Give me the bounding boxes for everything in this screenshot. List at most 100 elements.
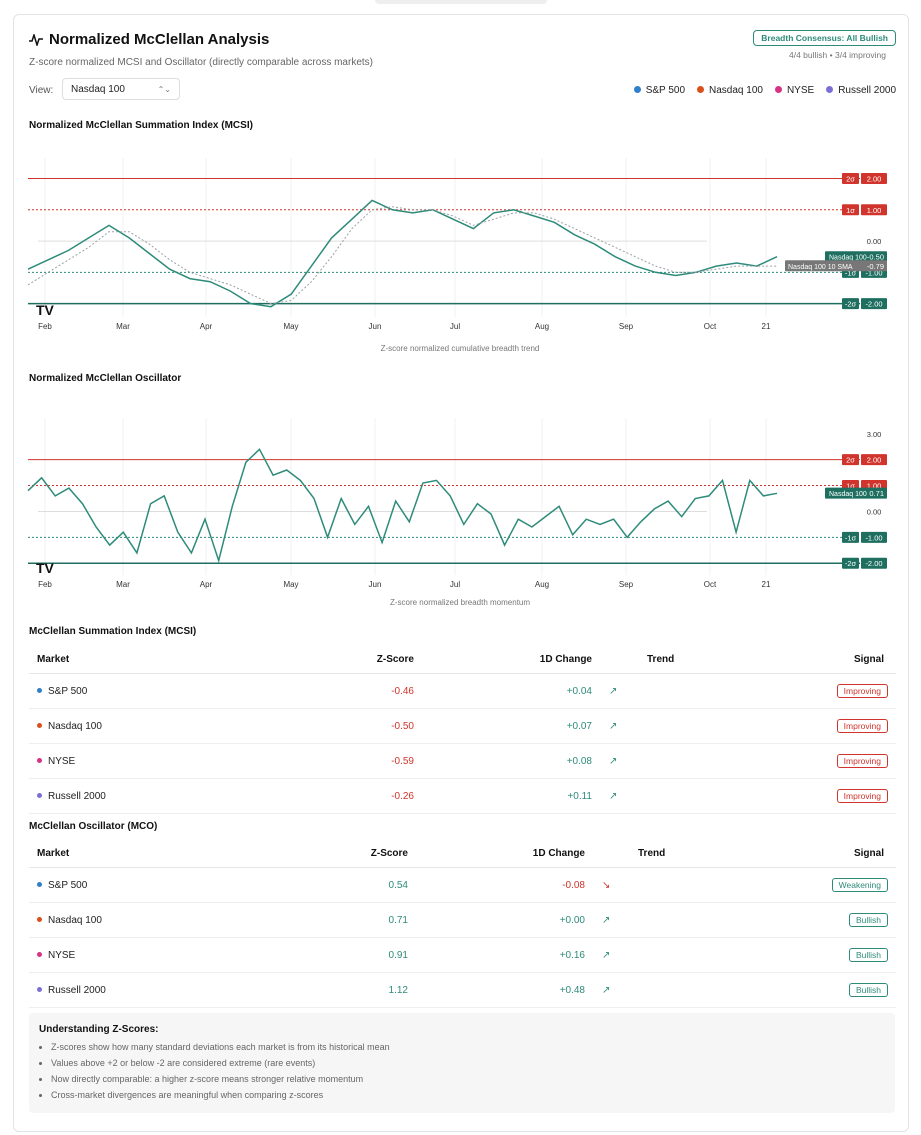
legend-item[interactable]: NYSE [774, 85, 814, 96]
zscore-cell: 1.12 [293, 972, 409, 1008]
level-sigma-label: 1σ [846, 206, 855, 215]
zscore-info-box: Understanding Z-Scores: Z-scores show ho… [29, 1013, 895, 1113]
info-title: Understanding Z-Scores: [39, 1024, 159, 1035]
x-tick-label: Apr [200, 322, 213, 331]
mcsi-chart[interactable]: Feb Mar Apr May Jun Jul Aug Sep Oct 21 2σ 2.00 1σ 1.0… [14, 133, 906, 363]
signal-badge: Improving [836, 789, 888, 803]
legend-dot [826, 86, 834, 93]
level-sigma-label: 2σ [846, 175, 855, 184]
trend-cell: ↗ [593, 708, 748, 744]
series-line [27, 448, 778, 564]
col-change: 1D Change [415, 645, 593, 674]
level-sigma-label: 1σ [846, 482, 855, 491]
col-change: 1D Change [409, 839, 586, 868]
change-cell: +0.00 [409, 902, 586, 938]
zscore-cell: -0.59 [293, 743, 415, 779]
series-value-label: 0.71 [869, 489, 884, 498]
market-dot [37, 916, 42, 922]
col-market: Market [29, 645, 293, 674]
signal-cell: Bullish [739, 972, 896, 1008]
signal-badge: Improving [836, 719, 888, 733]
change-cell: -0.08 [409, 867, 586, 903]
info-item: Now directly comparable: a higher z-scor… [51, 1071, 390, 1087]
change-cell: +0.16 [409, 937, 586, 973]
sma-line [27, 206, 777, 305]
x-tick-label: May [283, 580, 298, 589]
level-value-label: -2.00 [865, 300, 882, 309]
mco-table-title: McClellan Oscillator (MCO) [29, 821, 158, 832]
trend-cell: ↗ [593, 673, 748, 709]
mcsi-chart-title: Normalized McClellan Summation Index (MC… [29, 120, 253, 131]
x-tick-label: Jun [369, 580, 382, 589]
legend-item[interactable]: S&P 500 [633, 85, 685, 96]
series-value-tag [825, 251, 887, 263]
level-sigma-label: -2σ [845, 559, 857, 568]
trend-cell: ↗ [586, 937, 739, 973]
level-value-label: 1.00 [867, 482, 882, 491]
level-sigma-label: -1σ [845, 533, 857, 542]
x-tick-label: Jul [450, 322, 460, 331]
x-tick-label: Aug [535, 580, 549, 589]
chart-logo-icon: TV [36, 302, 55, 318]
change-cell: +0.48 [409, 972, 586, 1008]
x-tick-label: Oct [704, 580, 717, 589]
market-dot [37, 986, 42, 992]
level-value-badge [861, 454, 887, 466]
trend-up-icon: ↗ [609, 790, 618, 802]
mco-chart[interactable]: Feb Mar Apr May Jun Jul Aug Sep Oct 21 3.00 2σ 2.00 1… [14, 390, 906, 600]
table-row: Nasdaq 100 0.71 +0.00 ↗ Bullish [29, 902, 896, 938]
zscore-cell: -0.50 [293, 708, 415, 744]
x-tick-label: Oct [704, 322, 717, 331]
x-tick-label: 21 [762, 580, 771, 589]
series-name-label: Nasdaq 100 [829, 255, 867, 262]
x-tick-label: Aug [535, 322, 549, 331]
market-cell: Nasdaq 100 [29, 902, 293, 938]
table-row: Russell 2000 1.12 +0.48 ↗ Bullish [29, 972, 896, 1008]
x-tick-label: Feb [38, 580, 52, 589]
level-sigma-badge [842, 454, 859, 466]
change-cell: +0.08 [415, 743, 593, 779]
mco-chart-title: Normalized McClellan Oscillator [29, 373, 182, 384]
market-cell: NYSE [29, 937, 293, 973]
change-cell: +0.04 [415, 673, 593, 709]
analysis-card: Normalized McClellan Analysis Z-score no… [13, 14, 909, 1132]
legend-item[interactable]: Nasdaq 100 [697, 85, 763, 96]
level-sigma-badge [842, 204, 859, 216]
level-sigma-badge [842, 531, 859, 543]
market-dot [37, 951, 42, 957]
col-trend: Trend [593, 645, 748, 674]
legend-dot [774, 86, 782, 93]
col-signal: Signal [748, 645, 896, 674]
market-cell: Russell 2000 [29, 778, 293, 814]
consensus-detail: 4/4 bullish • 3/4 improving [789, 50, 886, 60]
legend-item[interactable]: Russell 2000 [826, 85, 896, 96]
mcsi-table-title: McClellan Summation Index (MCSI) [29, 626, 197, 637]
level-value-label: 3.00 [867, 430, 882, 439]
top-tab-notch [375, 0, 547, 4]
view-label: View: [29, 85, 54, 96]
trend-up-icon: ↗ [609, 755, 618, 767]
view-select[interactable]: Nasdaq 100 ⌃⌄ [62, 78, 180, 100]
info-item: Z-scores show how many standard deviatio… [51, 1039, 390, 1055]
zscore-cell: 0.54 [293, 867, 409, 903]
table-row: S&P 500 -0.46 +0.04 ↗ Improving [29, 673, 896, 709]
zscore-cell: 0.91 [293, 937, 409, 973]
level-sigma-label: -1σ [845, 268, 857, 277]
level-value-label: 1.00 [867, 206, 882, 215]
trend-cell: ↗ [586, 972, 739, 1008]
sma-value-label: -0.79 [867, 262, 884, 271]
table-row: NYSE 0.91 +0.16 ↗ Bullish [29, 937, 896, 973]
level-value-badge [861, 557, 887, 569]
level-value-label: 2.00 [867, 456, 882, 465]
mco-table: Market Z-Score 1D Change Trend Signal S&… [29, 839, 896, 1008]
col-zscore: Z-Score [293, 839, 409, 868]
zscore-cell: -0.26 [293, 778, 415, 814]
market-cell: NYSE [29, 743, 293, 779]
signal-badge: Bullish [848, 913, 888, 927]
series-name-label: Nasdaq 100 [829, 491, 867, 498]
sma-name-label: Nasdaq 100 10 SMA [788, 264, 853, 271]
level-sigma-badge [842, 173, 859, 185]
mco-chart-caption: Z-score normalized breadth momentum [389, 598, 531, 607]
signal-cell: Bullish [739, 902, 896, 938]
trend-cell: ↘ [586, 867, 739, 903]
